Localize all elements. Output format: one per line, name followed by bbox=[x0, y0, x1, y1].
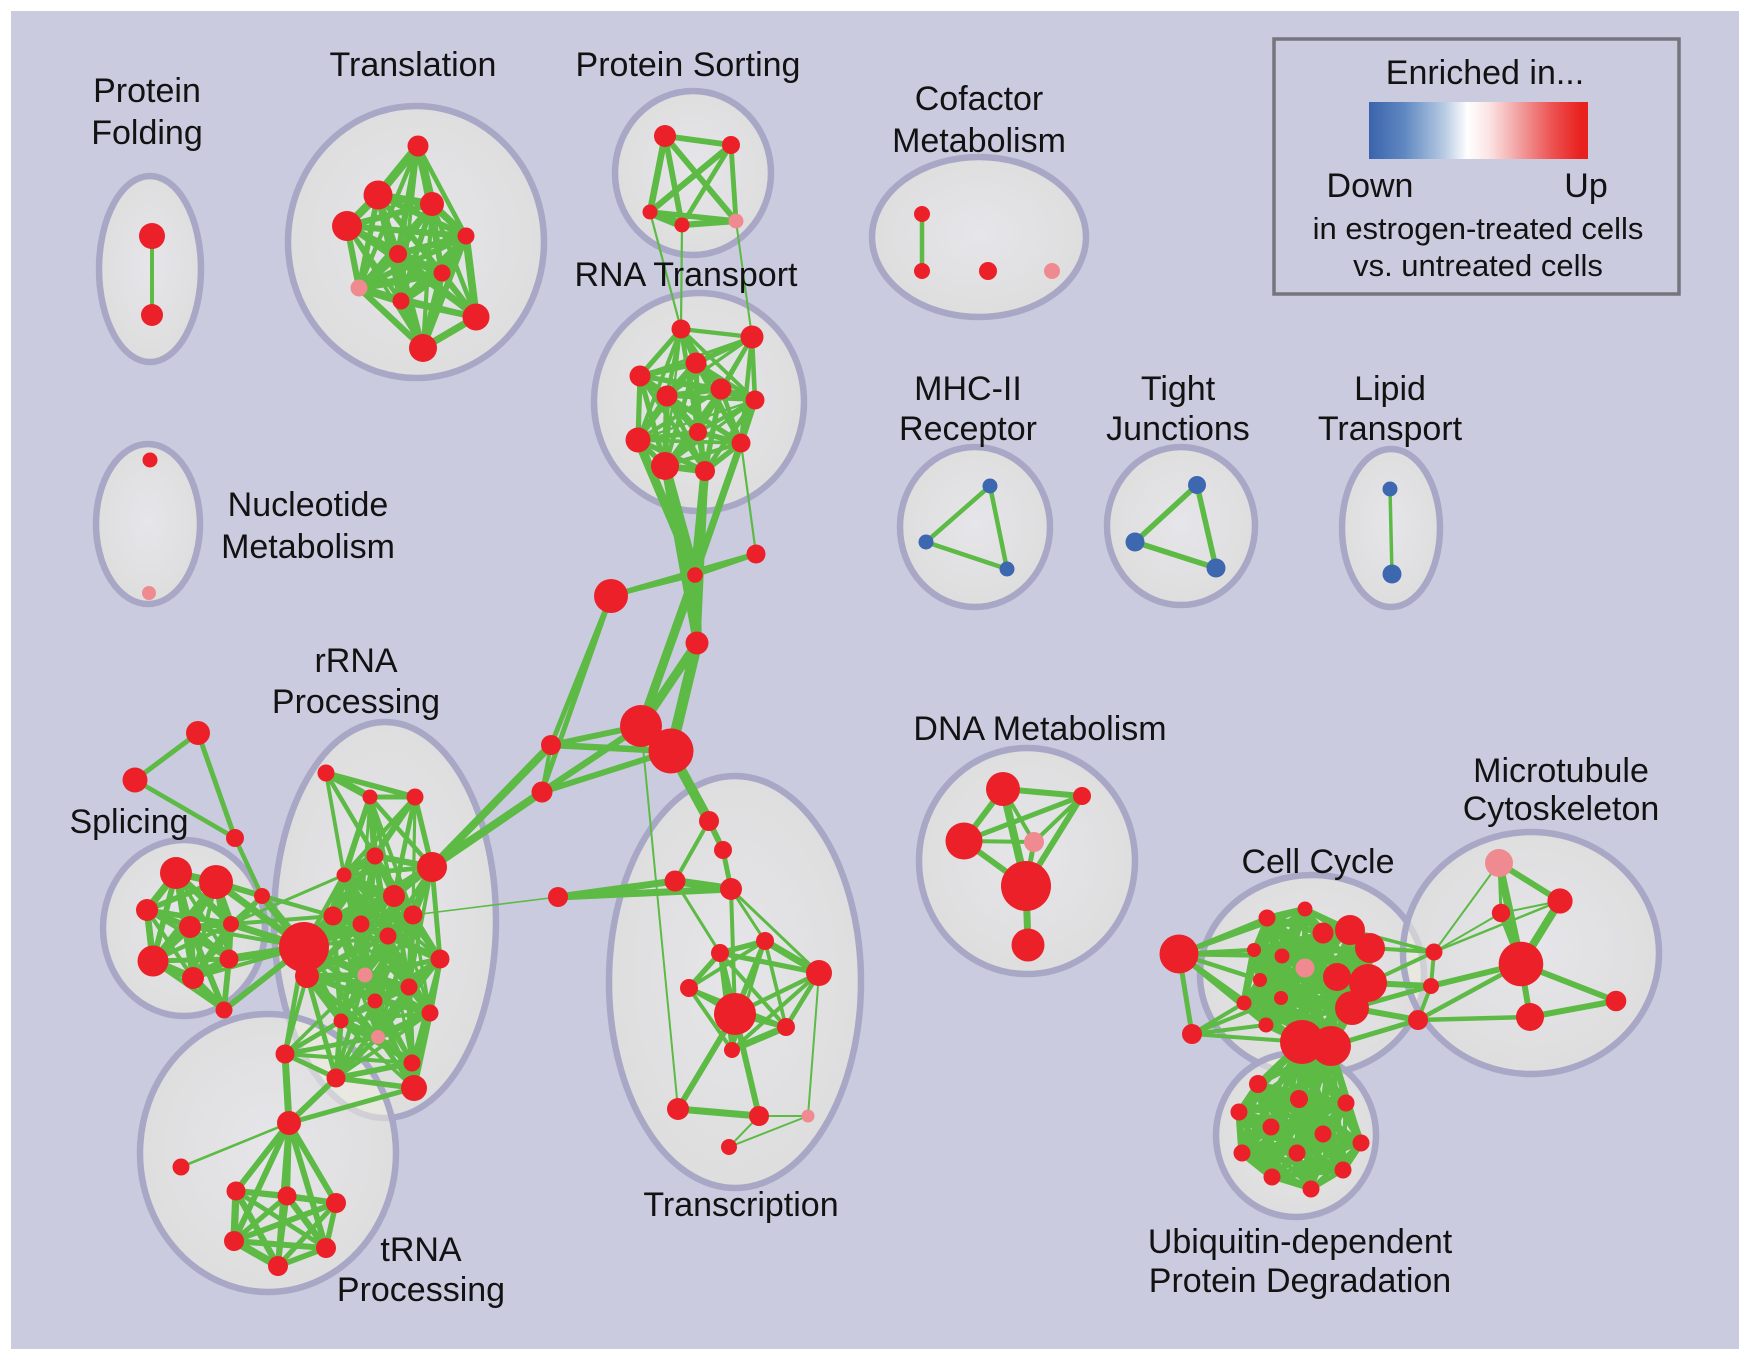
svg-text:RNA Transport: RNA Transport bbox=[575, 256, 799, 294]
svg-text:Enriched in...: Enriched in... bbox=[1386, 54, 1584, 92]
svg-text:Translation: Translation bbox=[330, 46, 497, 84]
svg-text:Processing: Processing bbox=[272, 683, 440, 721]
svg-text:Tight: Tight bbox=[1141, 370, 1216, 408]
svg-text:Lipid: Lipid bbox=[1354, 370, 1426, 408]
svg-text:Ubiquitin-dependent: Ubiquitin-dependent bbox=[1148, 1223, 1453, 1261]
svg-text:rRNA: rRNA bbox=[314, 642, 397, 680]
svg-text:MHC-II: MHC-II bbox=[914, 370, 1022, 408]
svg-text:Metabolism: Metabolism bbox=[221, 528, 395, 566]
svg-text:vs. untreated cells: vs. untreated cells bbox=[1353, 248, 1603, 283]
svg-text:Down: Down bbox=[1327, 167, 1414, 205]
svg-text:Junctions: Junctions bbox=[1106, 410, 1250, 448]
svg-text:Transcription: Transcription bbox=[643, 1186, 838, 1224]
svg-text:Nucleotide: Nucleotide bbox=[228, 486, 389, 524]
svg-text:Microtubule: Microtubule bbox=[1473, 752, 1649, 790]
svg-text:DNA Metabolism: DNA Metabolism bbox=[913, 710, 1166, 748]
svg-text:tRNA: tRNA bbox=[380, 1231, 462, 1269]
svg-text:Splicing: Splicing bbox=[69, 803, 188, 841]
svg-text:Cytoskeleton: Cytoskeleton bbox=[1463, 790, 1660, 828]
svg-text:Cell Cycle: Cell Cycle bbox=[1241, 843, 1394, 881]
svg-text:in estrogen-treated cells: in estrogen-treated cells bbox=[1313, 211, 1644, 246]
svg-text:Folding: Folding bbox=[91, 114, 203, 152]
svg-text:Cofactor: Cofactor bbox=[915, 80, 1044, 118]
svg-text:Transport: Transport bbox=[1318, 410, 1463, 448]
svg-text:Protein: Protein bbox=[93, 72, 201, 110]
svg-text:Metabolism: Metabolism bbox=[892, 122, 1066, 160]
svg-text:Protein Degradation: Protein Degradation bbox=[1149, 1262, 1451, 1300]
svg-text:Up: Up bbox=[1564, 167, 1607, 205]
svg-text:Receptor: Receptor bbox=[899, 410, 1037, 448]
svg-text:Processing: Processing bbox=[337, 1271, 505, 1309]
svg-text:Protein Sorting: Protein Sorting bbox=[576, 46, 801, 84]
